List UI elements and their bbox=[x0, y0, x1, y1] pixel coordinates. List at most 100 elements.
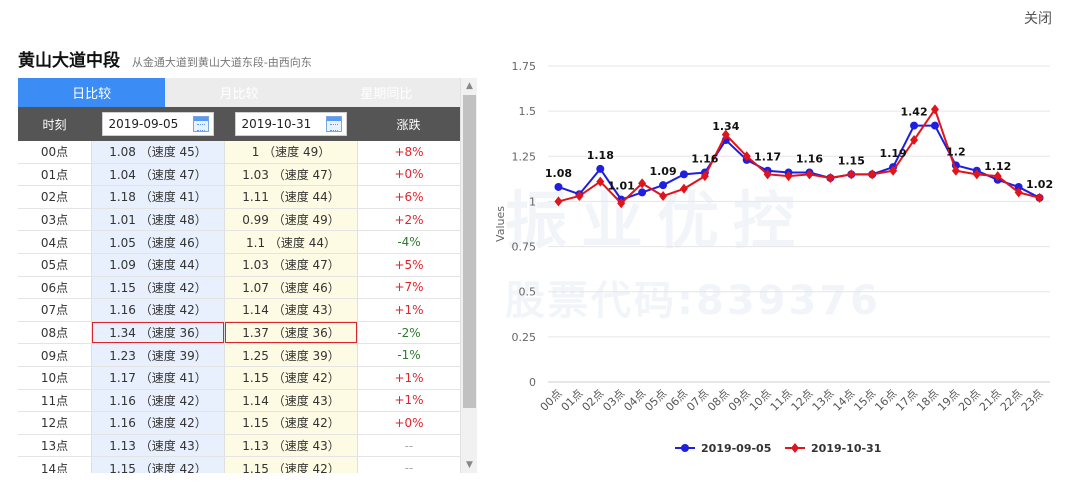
calendar-icon[interactable] bbox=[325, 116, 342, 132]
close-link[interactable]: 关闭 bbox=[1024, 11, 1052, 27]
title-row: 黄山大道中段 从金通大道到黄山大道东段-由西向东 bbox=[18, 46, 312, 71]
row-value-date1: 1.34 （速度 36） bbox=[91, 321, 224, 344]
data-label: 1.2 bbox=[946, 145, 966, 158]
row-time: 01点 bbox=[18, 163, 91, 186]
x-tick-label: 08点 bbox=[705, 387, 732, 414]
x-tick-label: 01点 bbox=[559, 387, 586, 414]
row-time: 08点 bbox=[18, 321, 91, 344]
date1-picker[interactable]: 2019-09-05 bbox=[101, 112, 214, 136]
data-label: 1.34 bbox=[712, 120, 739, 133]
table-header: 时刻 2019-09-05 2019-10-31 涨跌 bbox=[18, 107, 460, 141]
table-row: 00点 1.08 （速度 45） 1 （速度 49） +8% bbox=[18, 141, 460, 164]
row-change: -4% bbox=[357, 231, 460, 253]
series-2-point bbox=[763, 169, 772, 180]
date2-value: 2019-10-31 bbox=[241, 117, 312, 131]
row-change: +0% bbox=[357, 163, 460, 186]
x-tick-label: 16点 bbox=[872, 387, 899, 414]
row-value-date1: 1.16 （速度 42） bbox=[91, 412, 224, 434]
scroll-up-arrow-icon[interactable]: ▲ bbox=[466, 81, 473, 91]
watermark-stock-code: 股票代码:839376 bbox=[505, 278, 881, 324]
table-row: 12点 1.16 （速度 42） 1.15 （速度 42） +0% bbox=[18, 412, 460, 435]
compare-table: 时刻 2019-09-05 2019-10-31 涨跌 00点 1.08 （速度 … bbox=[18, 107, 460, 473]
x-tick-label: 12点 bbox=[789, 387, 816, 414]
series-1-point bbox=[659, 181, 668, 190]
table-row: 07点 1.16 （速度 42） 1.14 （速度 43） +1% bbox=[18, 299, 460, 322]
table-row: 10点 1.17 （速度 41） 1.15 （速度 42） +1% bbox=[18, 366, 460, 390]
series-2-point bbox=[596, 176, 605, 187]
compare-tabs: 日比较 月比较 星期同比 bbox=[18, 78, 460, 107]
series-1-point bbox=[638, 188, 647, 197]
series-2-point bbox=[889, 165, 898, 176]
data-label: 1.42 bbox=[900, 106, 927, 119]
x-tick-label: 06点 bbox=[663, 387, 690, 414]
row-time: 10点 bbox=[18, 366, 91, 389]
date2-picker[interactable]: 2019-10-31 bbox=[234, 112, 347, 136]
series-1-point bbox=[679, 170, 688, 179]
row-value-date2: 0.99 （速度 49） bbox=[224, 208, 357, 231]
y-tick-label: 0.5 bbox=[519, 286, 537, 299]
row-change: +2% bbox=[357, 208, 460, 231]
x-tick-label: 18点 bbox=[914, 387, 941, 414]
row-value-date2: 1.15 （速度 42） bbox=[224, 457, 357, 473]
row-value-date1: 1.16 （速度 42） bbox=[91, 299, 224, 321]
row-value-date2: 1.37 （速度 36） bbox=[224, 321, 357, 344]
scroll-thumb[interactable] bbox=[463, 95, 476, 408]
row-value-date2: 1.25 （速度 39） bbox=[224, 344, 357, 366]
row-value-date1: 1.05 （速度 46） bbox=[91, 231, 224, 253]
series-2-point bbox=[742, 151, 751, 162]
row-value-date2: 1.1 （速度 44） bbox=[224, 231, 357, 253]
row-value-date2: 1.15 （速度 42） bbox=[224, 412, 357, 434]
series-2-point bbox=[868, 169, 877, 180]
row-change: -1% bbox=[357, 344, 460, 366]
table-row: 14点 1.15 （速度 42） 1.15 （速度 42） -- bbox=[18, 457, 460, 473]
x-tick-label: 07点 bbox=[684, 387, 711, 414]
y-tick-label: 1.25 bbox=[512, 150, 537, 163]
row-value-date1: 1.08 （速度 45） bbox=[91, 141, 224, 163]
x-tick-label: 19点 bbox=[935, 387, 962, 414]
data-label: 1.12 bbox=[984, 160, 1011, 173]
y-tick-label: 1.5 bbox=[519, 105, 537, 118]
tab-monthly[interactable]: 月比较 bbox=[165, 78, 313, 107]
series-2-point bbox=[1035, 192, 1044, 203]
series-2-point bbox=[1014, 187, 1023, 198]
data-label: 1.01 bbox=[608, 180, 635, 193]
x-tick-label: 09点 bbox=[726, 387, 753, 414]
x-tick-label: 04点 bbox=[621, 387, 648, 414]
header-date1: 2019-09-05 bbox=[91, 107, 224, 141]
calendar-icon[interactable] bbox=[192, 116, 209, 132]
series-2-point bbox=[700, 171, 709, 182]
legend-marker bbox=[681, 444, 689, 452]
table-row: 09点 1.23 （速度 39） 1.25 （速度 39） -1% bbox=[18, 344, 460, 367]
x-tick-label: 22点 bbox=[998, 387, 1025, 414]
series-2-point bbox=[784, 171, 793, 182]
series-2-point bbox=[638, 178, 647, 189]
row-value-date2: 1 （速度 49） bbox=[224, 141, 357, 163]
table-row: 06点 1.15 （速度 42） 1.07 （速度 46） +7% bbox=[18, 276, 460, 300]
row-value-date1: 1.01 （速度 48） bbox=[91, 208, 224, 231]
x-tick-label: 23点 bbox=[1019, 387, 1046, 414]
series-2-point bbox=[993, 171, 1002, 182]
data-label: 1.08 bbox=[545, 167, 572, 180]
row-value-date2: 1.13 （速度 43） bbox=[224, 434, 357, 457]
scroll-down-arrow-icon[interactable]: ▼ bbox=[466, 460, 473, 470]
tab-weekday[interactable]: 星期同比 bbox=[312, 78, 460, 107]
header-date2: 2019-10-31 bbox=[224, 107, 357, 141]
series-2-point bbox=[617, 198, 626, 209]
data-label: 1.19 bbox=[880, 147, 907, 160]
data-label: 1.16 bbox=[796, 153, 823, 166]
series-1-point bbox=[596, 164, 605, 173]
x-tick-label: 17点 bbox=[893, 387, 920, 414]
row-time: 13点 bbox=[18, 434, 91, 457]
table-row: 02点 1.18 （速度 41） 1.11 （速度 44） +6% bbox=[18, 186, 460, 209]
x-tick-label: 02点 bbox=[580, 387, 607, 414]
row-value-date1: 1.17 （速度 41） bbox=[91, 366, 224, 389]
table-scrollbar[interactable]: ▲ ▼ bbox=[460, 78, 477, 473]
data-label: 1.16 bbox=[691, 153, 718, 166]
row-change: +1% bbox=[357, 299, 460, 321]
tab-daily[interactable]: 日比较 bbox=[18, 78, 166, 107]
series-2-point bbox=[554, 196, 563, 207]
series-2-point bbox=[826, 172, 835, 183]
row-value-date1: 1.09 （速度 44） bbox=[91, 253, 224, 276]
data-label: 1.17 bbox=[754, 151, 781, 164]
header-time: 时刻 bbox=[42, 117, 67, 132]
